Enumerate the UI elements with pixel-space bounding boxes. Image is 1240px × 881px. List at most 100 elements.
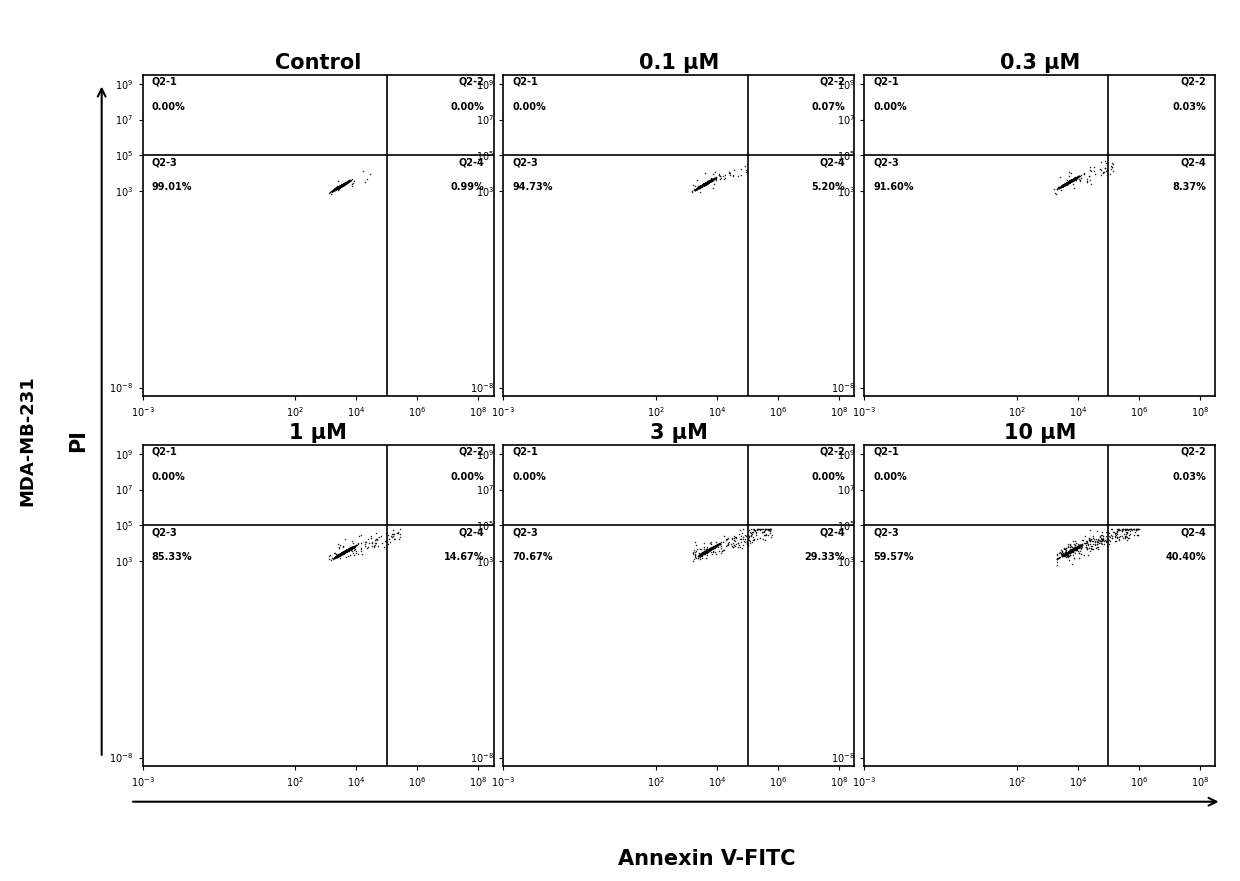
Point [739, 529, 759, 544]
Point [1066, 171, 1086, 185]
Point [698, 175, 718, 189]
Point [330, 180, 350, 194]
Point [684, 182, 704, 196]
Point [742, 522, 761, 536]
Point [1052, 544, 1071, 559]
Point [697, 544, 717, 559]
Point [689, 549, 709, 563]
Point [1058, 174, 1078, 189]
Point [331, 179, 351, 193]
Point [1070, 538, 1090, 552]
Point [335, 545, 355, 559]
Point [327, 181, 347, 196]
Point [1061, 174, 1081, 188]
Point [1056, 177, 1076, 191]
Point [1063, 174, 1083, 188]
Point [327, 549, 347, 563]
Point [1059, 545, 1079, 559]
Point [698, 174, 718, 189]
Text: Q2-3: Q2-3 [873, 527, 899, 537]
Point [1060, 174, 1080, 188]
Point [1123, 522, 1143, 536]
Point [698, 175, 718, 189]
Point [319, 186, 339, 200]
Point [326, 550, 346, 564]
Point [682, 185, 702, 199]
Point [341, 542, 361, 556]
Point [698, 174, 718, 189]
Point [697, 175, 717, 189]
Point [703, 167, 723, 181]
Point [336, 176, 356, 190]
Point [718, 537, 738, 551]
Point [699, 175, 719, 189]
Point [1056, 546, 1076, 560]
Point [335, 544, 355, 559]
Point [331, 546, 351, 560]
Point [702, 541, 722, 555]
Point [689, 181, 709, 195]
Point [335, 176, 355, 190]
Point [697, 175, 717, 189]
Point [339, 543, 358, 557]
Point [1089, 533, 1109, 547]
Point [330, 179, 350, 193]
Point [760, 526, 780, 540]
Point [694, 177, 714, 191]
Point [1053, 549, 1073, 563]
Point [1065, 541, 1085, 555]
Point [1069, 539, 1089, 553]
Point [329, 548, 348, 562]
Point [332, 546, 352, 560]
Point [701, 542, 720, 556]
Point [1065, 546, 1085, 560]
Point [342, 541, 362, 555]
Point [1059, 174, 1079, 189]
Point [336, 544, 356, 559]
Point [1054, 178, 1074, 192]
Point [337, 543, 357, 557]
Point [1058, 547, 1078, 561]
Point [1063, 173, 1083, 187]
Point [1063, 543, 1083, 557]
Point [694, 545, 714, 559]
Point [1056, 175, 1076, 189]
Point [693, 177, 713, 191]
Point [706, 539, 725, 553]
Point [330, 180, 350, 194]
Point [1066, 541, 1086, 555]
Point [325, 182, 345, 196]
Point [326, 181, 346, 195]
Point [1056, 177, 1076, 191]
Point [1055, 177, 1075, 191]
Point [341, 541, 361, 555]
Point [688, 181, 708, 195]
Point [363, 540, 383, 554]
Point [1064, 173, 1084, 187]
Point [699, 174, 719, 189]
Point [717, 532, 737, 546]
Point [1061, 544, 1081, 558]
Point [1068, 540, 1087, 554]
Point [706, 539, 725, 553]
Point [740, 536, 760, 550]
Point [322, 184, 342, 198]
Point [1080, 168, 1100, 182]
Point [688, 181, 708, 195]
Point [1063, 173, 1083, 187]
Point [1063, 174, 1083, 188]
Point [1063, 543, 1083, 557]
Point [692, 546, 712, 560]
Point [332, 177, 352, 191]
Point [1059, 175, 1079, 189]
Point [701, 174, 720, 189]
Point [691, 546, 711, 560]
Point [1117, 530, 1137, 544]
Point [1061, 544, 1081, 558]
Point [696, 176, 715, 190]
Point [325, 550, 345, 564]
Text: 0.00%: 0.00% [450, 101, 485, 112]
Point [1055, 547, 1075, 561]
Point [1056, 546, 1076, 560]
Point [1060, 544, 1080, 559]
